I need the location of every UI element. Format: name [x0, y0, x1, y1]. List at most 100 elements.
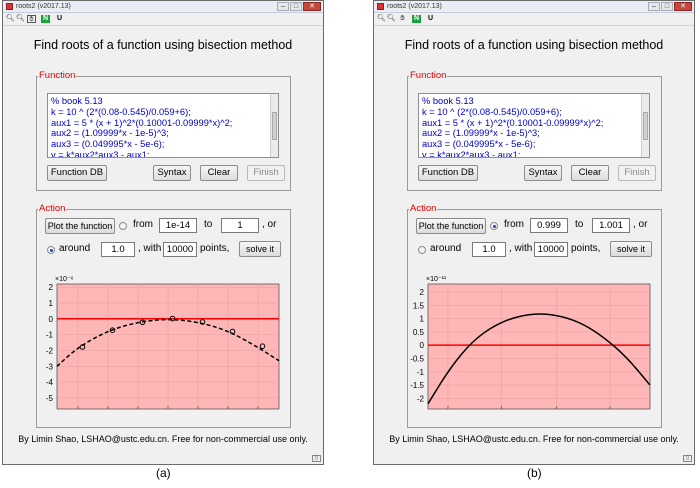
around-input[interactable]: 1.0	[472, 242, 506, 257]
plot-background	[427, 283, 651, 410]
finish-button[interactable]: Finish	[247, 165, 285, 181]
function-curve	[56, 318, 280, 367]
pan-icon[interactable]: ✋︎	[27, 15, 36, 23]
close-button[interactable]: ✕	[674, 2, 692, 11]
radio-around[interactable]	[47, 246, 55, 254]
function-legend: Function	[39, 70, 76, 81]
function-code[interactable]: % book 5.13 k = 10 ^ (2*(0.08-0.545)/0.0…	[51, 96, 233, 158]
close-button[interactable]: ✕	[303, 2, 321, 11]
solve-button[interactable]: solve it	[239, 241, 281, 257]
function-panel: Function % book 5.13 k = 10 ^ (2*(0.08-0…	[407, 71, 662, 191]
data-point-marker	[79, 344, 86, 350]
y-tick-label: 0	[420, 341, 425, 350]
finish-button[interactable]: Finish	[618, 165, 656, 181]
plot-function-button[interactable]: Plot the function	[45, 218, 115, 234]
with-label: , with	[138, 243, 162, 254]
function-editor[interactable]: % book 5.13 k = 10 ^ (2*(0.08-0.545)/0.0…	[418, 93, 650, 158]
zoom-out-icon[interactable]: 🔍︎	[16, 15, 25, 22]
resize-grip-icon[interactable]: ▯	[683, 455, 692, 462]
to-label: to	[575, 219, 584, 230]
n-toggle-button[interactable]: N	[412, 15, 421, 23]
app-title: Find roots of a function using bisection…	[404, 38, 664, 52]
window-title: roots2 (v2017.13)	[387, 3, 442, 10]
radio-around[interactable]	[418, 246, 426, 254]
resize-grip-icon[interactable]: ▯	[312, 455, 321, 462]
y-tick-label: 1	[420, 315, 425, 324]
y-tick-label: -1	[46, 331, 54, 340]
y-tick-label: -3	[46, 362, 54, 371]
minimize-button[interactable]: –	[277, 2, 289, 11]
zoom-out-icon[interactable]: 🔍︎	[387, 15, 396, 22]
u-toggle-button[interactable]: U	[56, 15, 63, 22]
syntax-button[interactable]: Syntax	[524, 165, 562, 181]
to-input[interactable]: 1	[221, 218, 259, 233]
y-exponent-label: ×10⁻⁶	[55, 276, 74, 283]
plot-area-a[interactable]: 0.9970.9980.99911.0011.0021.003210-1-2-3…	[37, 214, 290, 414]
function-db-button[interactable]: Function DB	[418, 165, 478, 181]
editor-scrollbar[interactable]	[270, 94, 278, 157]
points-label: points,	[200, 243, 230, 254]
zoom-in-icon[interactable]: 🔍︎	[377, 15, 386, 22]
solve-button[interactable]: solve it	[610, 241, 652, 257]
to-label: to	[204, 219, 213, 230]
function-curve	[427, 313, 651, 405]
action-panel: Action Plot the function from 1e-14 to 1…	[36, 204, 291, 428]
caption-b: (b)	[527, 466, 542, 480]
footer-credit: By Limin Shao, LSHAO@ustc.edu.cn. Free f…	[18, 434, 308, 444]
maximize-button[interactable]: □	[290, 2, 302, 11]
y-tick-label: -1	[417, 368, 425, 377]
around-label: around	[430, 243, 462, 254]
editor-scrollbar[interactable]	[641, 94, 649, 157]
app-window-b: roots2 (v2017.13) – □ ✕ 🔍︎ 🔍︎ ✋︎ N U Fin…	[373, 0, 695, 465]
points-input[interactable]: 10000	[163, 242, 197, 257]
maximize-button[interactable]: □	[661, 2, 673, 11]
from-input[interactable]: 0.999	[530, 218, 568, 233]
with-label: , with	[509, 243, 533, 254]
function-editor[interactable]: % book 5.13 k = 10 ^ (2*(0.08-0.545)/0.0…	[47, 93, 279, 158]
to-input[interactable]: 1.001	[592, 218, 630, 233]
around-label: around	[59, 243, 91, 254]
function-code[interactable]: % book 5.13 k = 10 ^ (2*(0.08-0.545)/0.0…	[422, 96, 604, 158]
scroll-thumb[interactable]	[643, 112, 648, 140]
u-toggle-button[interactable]: U	[427, 15, 434, 22]
toolbar: 🔍︎ 🔍︎ ✋︎ N U	[3, 13, 323, 26]
y-tick-label: -2	[46, 346, 54, 355]
data-point-marker	[139, 319, 146, 326]
points-input[interactable]: 10000	[534, 242, 568, 257]
n-toggle-button[interactable]: N	[41, 15, 50, 23]
minimize-button[interactable]: –	[648, 2, 660, 11]
radio-from[interactable]	[490, 222, 498, 230]
points-label: points,	[571, 243, 601, 254]
y-tick-label: -1.5	[410, 381, 424, 390]
plot-area-b[interactable]: 1.00021.00021.00021.000221.510.50-0.5-1-…	[408, 214, 661, 414]
pan-icon[interactable]: ✋︎	[400, 15, 405, 22]
data-point-marker	[169, 315, 176, 322]
title-bar: roots2 (v2017.13) – □ ✕	[374, 1, 694, 13]
from-input[interactable]: 1e-14	[159, 218, 197, 233]
syntax-button[interactable]: Syntax	[153, 165, 191, 181]
y-tick-label: 1	[49, 299, 54, 308]
from-label: from	[133, 219, 153, 230]
title-bar: roots2 (v2017.13) – □ ✕	[3, 1, 323, 13]
function-db-button[interactable]: Function DB	[47, 165, 107, 181]
y-tick-label: 2	[420, 288, 425, 297]
radio-from[interactable]	[119, 222, 127, 230]
from-label: from	[504, 219, 524, 230]
function-panel: Function % book 5.13 k = 10 ^ (2*(0.08-0…	[36, 71, 291, 191]
window-title: roots2 (v2017.13)	[16, 3, 71, 10]
data-point-marker	[229, 328, 236, 335]
scroll-thumb[interactable]	[272, 112, 277, 140]
clear-button[interactable]: Clear	[200, 165, 238, 181]
y-tick-label: -5	[46, 394, 54, 403]
caption-a: (a)	[156, 466, 171, 480]
or-label: , or	[633, 219, 648, 230]
toolbar: 🔍︎ 🔍︎ ✋︎ N U	[374, 13, 694, 26]
around-input[interactable]: 1.0	[101, 242, 135, 257]
action-legend: Action	[410, 203, 437, 214]
footer-credit: By Limin Shao, LSHAO@ustc.edu.cn. Free f…	[389, 434, 679, 444]
plot-function-button[interactable]: Plot the function	[416, 218, 486, 234]
y-tick-label: 0	[49, 315, 54, 324]
y-tick-label: 1.5	[413, 301, 425, 310]
clear-button[interactable]: Clear	[571, 165, 609, 181]
zoom-in-icon[interactable]: 🔍︎	[6, 15, 15, 22]
